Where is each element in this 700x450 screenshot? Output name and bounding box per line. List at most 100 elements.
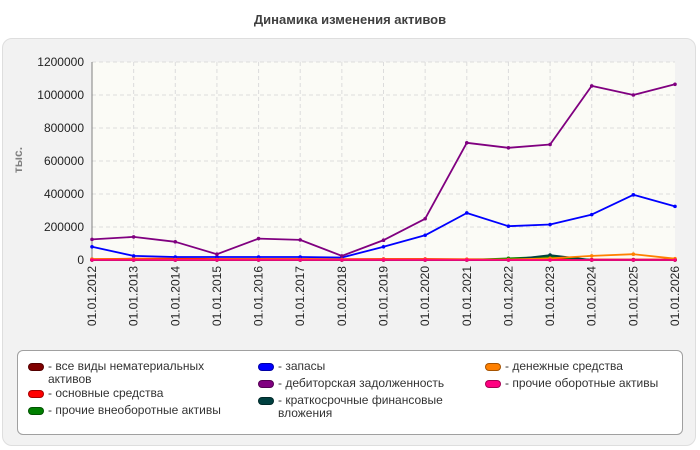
legend-label: - основные средства xyxy=(48,386,164,400)
data-point xyxy=(173,258,178,262)
legend-label: - все виды нематериальных активов xyxy=(48,359,205,386)
legend-label: - краткосрочные финансовые вложения xyxy=(278,393,443,420)
legend-label: - денежные средства xyxy=(505,359,623,373)
legend-swatch xyxy=(28,407,44,415)
data-point xyxy=(381,238,386,242)
legend-label: - дебиторская задолженность xyxy=(278,376,445,390)
data-point xyxy=(173,240,178,244)
data-point xyxy=(589,212,594,217)
legend-swatch xyxy=(258,380,274,388)
data-point xyxy=(256,236,261,241)
data-point xyxy=(298,258,303,262)
x-tick-label: 01.01.2014 xyxy=(168,266,182,326)
x-tick-label: 01.01.2019 xyxy=(377,266,391,326)
x-tick-label: 01.01.2023 xyxy=(543,266,557,326)
data-point xyxy=(90,245,94,249)
grid xyxy=(92,61,675,260)
data-point xyxy=(423,258,427,262)
legend-label: - запасы xyxy=(278,359,326,373)
x-tick-label: 01.01.2017 xyxy=(293,266,307,326)
data-point xyxy=(256,255,261,259)
data-point xyxy=(423,216,427,221)
y-tick-label: 600000 xyxy=(44,154,84,168)
data-point xyxy=(298,255,303,259)
y-axis-label: тыс. xyxy=(11,147,25,173)
data-point xyxy=(215,252,219,257)
data-point xyxy=(215,255,219,259)
x-tick-label: 01.01.2020 xyxy=(418,266,432,326)
data-point xyxy=(340,258,344,262)
data-point xyxy=(673,82,677,87)
data-point xyxy=(589,258,594,262)
data-point xyxy=(464,211,469,215)
data-point xyxy=(131,254,136,258)
data-point xyxy=(631,252,636,257)
data-point xyxy=(589,254,594,258)
x-tick-label: 01.01.2025 xyxy=(626,266,640,326)
y-tick-label: 200000 xyxy=(44,220,84,234)
legend-item: - основные средства xyxy=(28,387,233,400)
legend-swatch xyxy=(258,363,274,371)
legend-item: - дебиторская задолженность xyxy=(258,377,483,390)
data-point xyxy=(464,141,469,145)
x-tick-label: 01.01.2024 xyxy=(585,266,599,326)
data-point xyxy=(589,84,594,88)
legend-label: - прочие оборотные активы xyxy=(505,376,659,390)
legend-item: - денежные средства xyxy=(485,360,680,373)
legend-item: - все виды нематериальных активов xyxy=(28,360,233,386)
legend-label: - прочие внеоборотные активы xyxy=(48,403,221,417)
x-tick-label: 01.01.2013 xyxy=(127,266,141,326)
legend-item: - краткосрочные финансовые вложения xyxy=(258,394,468,420)
legend-item: - прочие оборотные активы xyxy=(485,377,682,390)
data-point xyxy=(548,258,552,262)
data-point xyxy=(131,258,136,262)
legend: - все виды нематериальных активов - осно… xyxy=(17,350,683,435)
x-tick-label: 01.01.2012 xyxy=(85,266,99,326)
data-point xyxy=(548,222,552,227)
x-tick-label: 01.01.2022 xyxy=(501,266,515,326)
data-point xyxy=(215,258,219,262)
legend-swatch xyxy=(28,390,44,398)
legend-swatch xyxy=(485,380,501,388)
chart-title: Динамика изменения активов xyxy=(253,12,447,27)
legend-swatch xyxy=(28,363,44,371)
data-point xyxy=(548,253,552,257)
x-tick-label: 01.01.2015 xyxy=(210,266,224,326)
x-tick-label: 01.01.2021 xyxy=(460,266,474,326)
data-point xyxy=(423,233,427,238)
y-tick-label: 1200000 xyxy=(37,55,84,69)
data-point xyxy=(506,224,511,228)
data-point xyxy=(548,142,552,147)
y-tick-label: 0 xyxy=(77,253,84,267)
x-tick-label: 01.01.2016 xyxy=(252,266,266,326)
data-point xyxy=(90,258,94,262)
series-lines xyxy=(90,82,677,262)
data-point xyxy=(464,258,469,262)
legend-item: - запасы xyxy=(258,360,478,373)
legend-swatch xyxy=(485,363,501,371)
data-point xyxy=(381,258,386,262)
data-point xyxy=(673,204,677,209)
data-point xyxy=(506,146,511,150)
data-point xyxy=(673,258,677,262)
legend-item: - прочие внеоборотные активы xyxy=(28,404,253,417)
data-point xyxy=(131,235,136,239)
data-point xyxy=(631,258,636,262)
data-point xyxy=(256,258,261,262)
data-point xyxy=(381,245,386,249)
x-tick-label: 01.01.2018 xyxy=(335,266,349,326)
data-point xyxy=(90,237,94,242)
data-point xyxy=(340,254,344,258)
y-tick-label: 400000 xyxy=(44,187,84,201)
data-point xyxy=(506,258,511,262)
x-tick-label: 01.01.2026 xyxy=(668,266,682,326)
data-point xyxy=(631,93,636,97)
y-tick-label: 1000000 xyxy=(37,88,84,102)
y-tick-label: 800000 xyxy=(44,121,84,135)
data-point xyxy=(298,238,303,242)
data-point xyxy=(631,193,636,197)
legend-swatch xyxy=(258,397,274,405)
axes: 0 200000 400000 600000 800000 1000000 1200000 0… xyxy=(37,55,682,326)
data-point xyxy=(173,255,178,259)
